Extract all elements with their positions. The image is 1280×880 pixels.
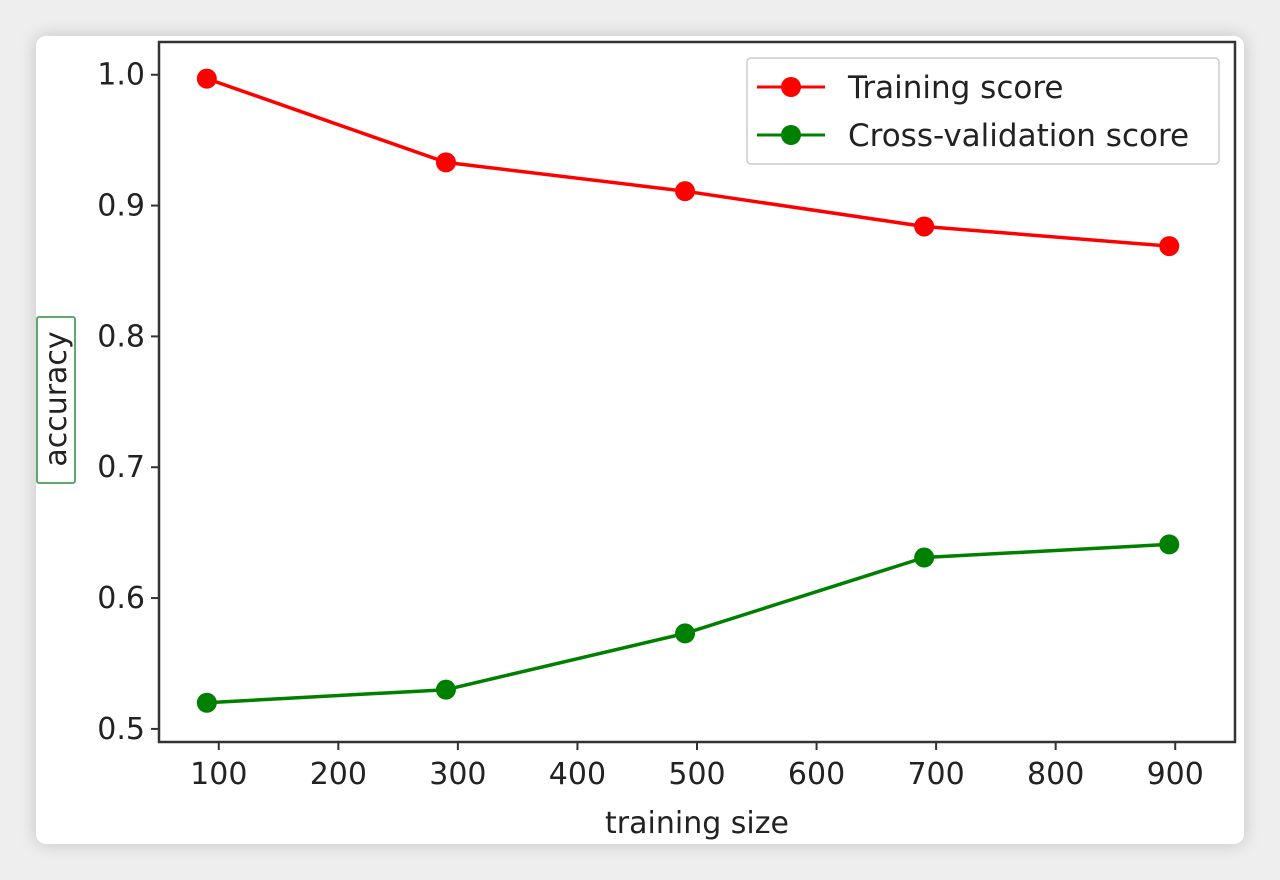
legend: Training score Cross-validation score: [746, 57, 1220, 165]
x-axis-label: training size: [605, 806, 789, 841]
legend-label-training: Training score: [847, 70, 1063, 106]
data-point-cross-validation: [914, 547, 935, 568]
x-tick-label: 400: [549, 757, 606, 792]
chart-svg: 100 200 300 400 500 600 700 800 900 0.5 0.6 0.7 0.8 0…: [36, 40, 1237, 841]
x-tick-label: 800: [1027, 757, 1084, 792]
legend-box: [746, 57, 1220, 165]
data-point-cross-validation: [675, 623, 696, 644]
x-tick-label: 600: [788, 757, 845, 792]
y-tick-label: 0.9: [97, 189, 145, 224]
x-tick-label: 900: [1147, 757, 1204, 792]
data-point-training: [914, 216, 935, 237]
x-tick-label: 200: [310, 757, 367, 792]
y-axis-label-highlight: [36, 316, 76, 484]
data-point-training: [675, 181, 696, 202]
legend-marker-cross-validation: [781, 125, 801, 145]
legend-label-cross-validation: Cross-validation score: [848, 118, 1189, 154]
data-point-training: [1159, 236, 1180, 257]
x-tick-label: 300: [429, 757, 486, 792]
axis-ticks: 100 200 300 400 500 600 700 800 900 0.5 0.6 0.7 0.8 0…: [97, 58, 1204, 792]
data-point-cross-validation: [435, 679, 456, 700]
data-point-cross-validation: [196, 692, 217, 713]
y-tick-label: 0.8: [97, 319, 145, 354]
y-axis-label: accuracy: [39, 331, 74, 466]
chart-card: 100 200 300 400 500 600 700 800 900 0.5 0.6 0.7 0.8 0…: [36, 36, 1244, 844]
legend-marker-training: [781, 77, 801, 97]
data-point-training: [196, 68, 217, 89]
y-tick-label: 0.7: [97, 450, 145, 485]
x-tick-label: 500: [668, 757, 725, 792]
data-point-cross-validation: [1159, 534, 1180, 555]
series-layer: [196, 68, 1180, 713]
x-tick-label: 100: [190, 757, 247, 792]
y-tick-label: 0.5: [97, 712, 145, 747]
data-point-training: [435, 152, 456, 173]
y-tick-label: 0.6: [97, 581, 145, 616]
x-tick-label: 700: [907, 757, 964, 792]
y-tick-label: 1.0: [97, 58, 145, 93]
